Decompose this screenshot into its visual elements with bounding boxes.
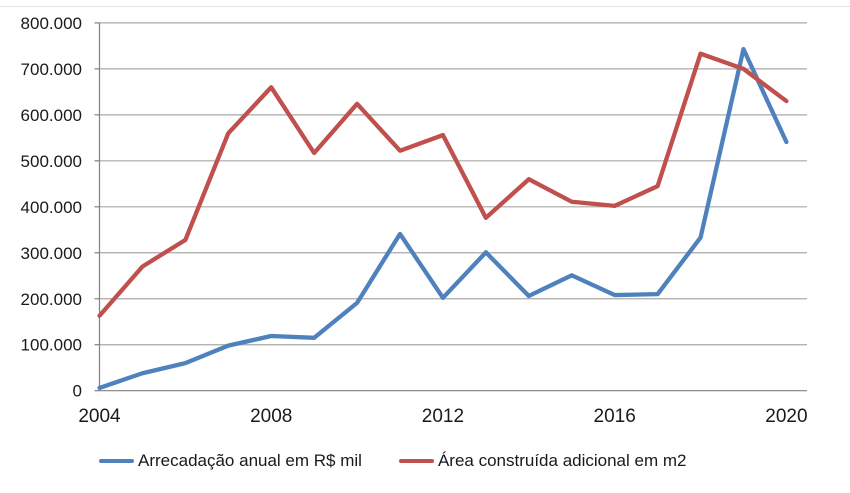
chart-legend: Arrecadação anual em R$ mil Área constru… (99, 448, 850, 474)
chart-canvas: 0 100.000 200.000 300.000 400.000 500.000 600.… (0, 6, 850, 427)
y-axis-label: 800.000 (21, 14, 82, 33)
legend-swatch-red-line (398, 459, 434, 463)
legend-label-arrecadacao: Arrecadação anual em R$ mil (138, 451, 362, 470)
y-axis-label: 100.000 (21, 336, 82, 355)
x-axis-label: 2004 (78, 406, 121, 427)
legend-label-area-construida: Área construída adicional em m2 (437, 451, 687, 470)
y-axis-label: 400.000 (21, 198, 82, 217)
series-line-area-construida (97, 51, 789, 318)
x-axis-label: 2008 (250, 406, 292, 427)
y-axis-label: 300.000 (21, 244, 82, 263)
x-axis-label: 2016 (594, 406, 636, 427)
legend-swatch-blue-line (99, 459, 134, 463)
series-line-arrecadacao (97, 46, 789, 391)
y-axis-label: 0 (73, 382, 82, 401)
legend-item-arrecadacao: Arrecadação anual em R$ mil (99, 451, 362, 471)
y-axis-label: 500.000 (21, 152, 82, 171)
x-axis-label: 2012 (422, 406, 464, 427)
y-axis-label: 700.000 (21, 60, 82, 79)
y-axis-label: 200.000 (21, 290, 82, 309)
x-axis-label: 2020 (765, 406, 807, 427)
y-axis-label: 600.000 (21, 106, 82, 125)
legend-item-area-construida: Área construída adicional em m2 (398, 451, 687, 471)
